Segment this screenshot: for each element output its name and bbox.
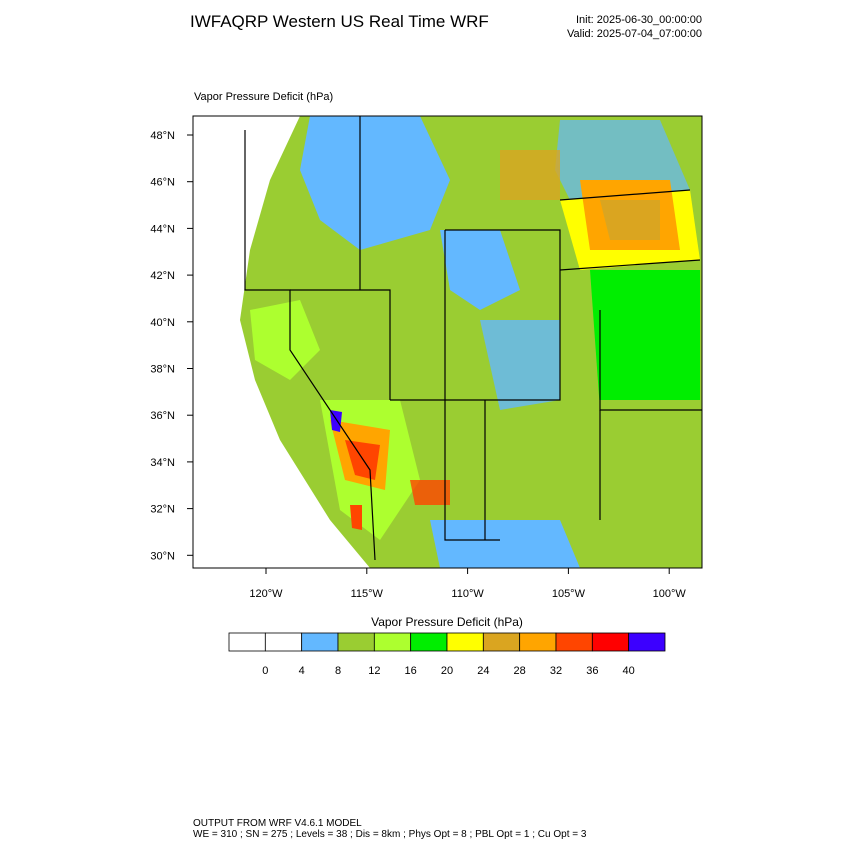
valid-time: Valid: 2025-07-04_07:00:00: [567, 28, 702, 40]
lat-label: 32°N: [150, 504, 175, 516]
footer-line: WE = 310 ; SN = 275 ; Levels = 38 ; Dis …: [193, 829, 587, 840]
map-field: [192, 115, 703, 569]
plot-label: Vapor Pressure Deficit (hPa): [194, 91, 333, 103]
colorbar-box: [410, 632, 448, 652]
colorbar-box: [301, 632, 339, 652]
lat-label: 30°N: [150, 550, 175, 562]
colorbar-box: [228, 632, 266, 652]
lon-label: 120°W: [249, 588, 283, 600]
title: IWFAQRP Western US Real Time WRF: [190, 12, 489, 31]
lat-label: 38°N: [150, 364, 175, 376]
lat-label: 36°N: [150, 410, 175, 422]
colorbar-box: [337, 632, 375, 652]
lon-label: 100°W: [653, 588, 687, 600]
lon-label: 110°W: [451, 588, 484, 600]
colorbar-label: 12: [368, 665, 380, 677]
init-time: Init: 2025-06-30_00:00:00: [576, 14, 702, 26]
lat-label: 44°N: [150, 223, 175, 235]
lon-label: 105°W: [552, 588, 586, 600]
colorbar-box: [373, 632, 412, 652]
colorbar-box: [555, 632, 593, 652]
lat-label: 40°N: [150, 317, 175, 329]
colorbar-box: [628, 632, 666, 652]
latitude-labels: 48°N 46°N 44°N 42°N 40°N 38°N 36°N 34°N 32°N 30°N: [150, 130, 193, 562]
footer-line: OUTPUT FROM WRF V4.6.1 MODEL: [193, 818, 362, 829]
colorbar: 0 4 8 12 16 20 24 28 32 36 40: [228, 632, 666, 677]
colorbar-title: Vapor Pressure Deficit (hPa): [371, 615, 523, 629]
longitude-labels: 120°W 115°W 110°W 105°W 100°W: [249, 568, 686, 600]
colorbar-label: 28: [514, 665, 526, 677]
lon-label: 115°W: [351, 588, 384, 600]
colorbar-label: 4: [299, 665, 305, 677]
colorbar-label: 0: [262, 665, 268, 677]
colorbar-label: 8: [335, 665, 341, 677]
colorbar-box: [264, 632, 303, 652]
colorbar-label: 20: [441, 665, 453, 677]
lat-label: 48°N: [150, 130, 175, 142]
colorbar-box: [482, 632, 521, 652]
colorbar-label: 32: [550, 665, 562, 677]
lat-label: 42°N: [150, 270, 175, 282]
colorbar-box: [519, 632, 557, 652]
colorbar-label: 40: [623, 665, 635, 677]
colorbar-label: 16: [405, 665, 417, 677]
colorbar-label: 24: [477, 665, 489, 677]
lat-label: 46°N: [150, 177, 175, 189]
colorbar-box: [446, 632, 484, 652]
colorbar-label: 36: [586, 665, 598, 677]
lat-label: 34°N: [150, 457, 175, 469]
colorbar-box: [591, 632, 630, 652]
